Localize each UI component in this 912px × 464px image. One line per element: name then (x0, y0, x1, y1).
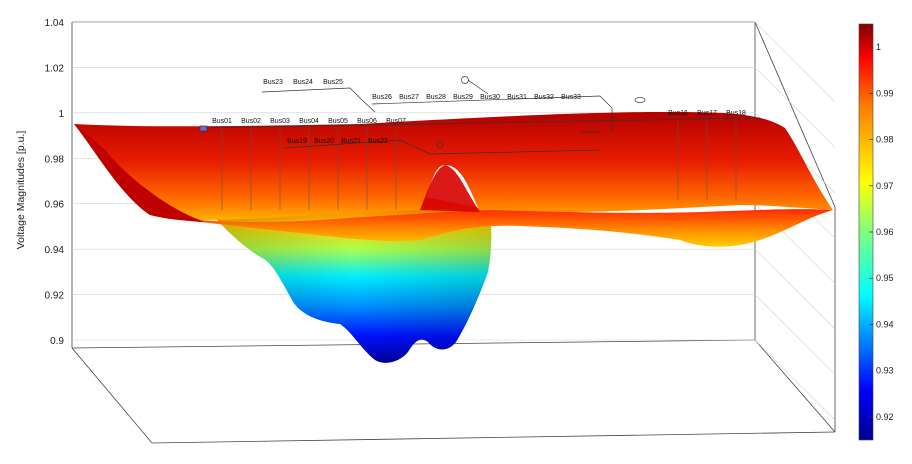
gridline-right (754, 339, 836, 421)
network-diagram (199, 76, 761, 155)
bus-label: Bus03 (270, 118, 290, 125)
gridline-right (754, 294, 836, 375)
gridline-right (754, 248, 836, 330)
substation-icon (199, 125, 208, 132)
z-axis-ticks: 0.9 0.92 0.94 0.96 0.98 1 1.02 1.04 (45, 18, 65, 347)
gridline-right (754, 67, 836, 148)
colorbar-tick-label: 0.95 (876, 273, 894, 283)
z-tick-label: 0.98 (45, 154, 65, 165)
bus-label: Bus01 (212, 118, 232, 125)
z-axis-label: Voltage Magnitudes [p.u.] (15, 131, 27, 250)
colorbar: 1 0.99 0.98 0.97 0.96 0.95 0.94 0.93 0.92 (858, 23, 894, 441)
bus-label: Bus16 (668, 110, 688, 117)
surface-front-sheet (150, 209, 833, 247)
bus-label: Bus33 (561, 94, 581, 101)
bus-label: Bus04 (299, 118, 319, 125)
z-tick-label: 0.96 (45, 200, 65, 211)
colorbar-tick-label: 1 (876, 42, 881, 52)
bus-vertical-lines (221, 119, 737, 210)
z-tick-label: 1 (58, 109, 64, 120)
lateral-a-line (261, 87, 376, 113)
bus-label: Bus19 (287, 138, 307, 145)
bus-label: Bus29 (453, 94, 473, 101)
colorbar-tick-label: 0.94 (876, 319, 894, 329)
colorbar-tick-label: 0.98 (876, 135, 894, 145)
colorbar-ticks: 1 0.99 0.98 0.97 0.96 0.95 0.94 0.93 0.92 (869, 42, 894, 422)
bus-label: Bus24 (293, 79, 313, 86)
bus-label: Bus06 (357, 118, 377, 125)
z-tick-label: 0.9 (50, 336, 64, 347)
voltage-surface (74, 112, 833, 363)
bus-label: Bus26 (372, 94, 392, 101)
bus-label: Bus23 (263, 79, 283, 86)
capacitor-icon (634, 97, 646, 103)
surface-left-edge (74, 124, 205, 222)
surface-back-sheet (74, 112, 833, 220)
bus-label: Bus17 (697, 110, 717, 117)
feeder-main-line (199, 117, 761, 129)
colorbar-tick-label: 0.99 (876, 88, 894, 98)
generator-icon-2 (436, 141, 444, 149)
bus-label: Bus20 (314, 138, 334, 145)
bus-label: Bus07 (386, 118, 406, 125)
bus-label: Bus31 (507, 94, 527, 101)
bus-label: Bus28 (426, 94, 446, 101)
generator-icon (461, 76, 469, 84)
bus-label: Bus27 (399, 94, 419, 101)
colorbar-tick-label: 0.97 (876, 181, 894, 191)
bus-label: Bus21 (341, 138, 361, 145)
z-tick-label: 1.02 (45, 63, 65, 74)
bus-label: Bus30 (480, 94, 500, 101)
colorbar-tick-label: 0.92 (876, 412, 894, 422)
bus-label: Bus18 (726, 110, 746, 117)
bus-label: Bus05 (328, 118, 348, 125)
z-tick-label: 0.94 (45, 245, 65, 256)
surface-peak-ridge (420, 165, 480, 212)
z-tick-label: 1.04 (45, 18, 65, 29)
bus-label: Bus22 (368, 138, 388, 145)
axis-front-bottom (151, 431, 836, 444)
axis-left-diagonal (71, 347, 153, 444)
bus-label: Bus32 (534, 94, 554, 101)
bus-labels: Bus01 Bus02 Bus03 Bus04 Bus05 Bus06 Bus07 Bus16… (212, 79, 746, 145)
axis-top-right-diagonal (754, 21, 836, 208)
generator-tie (467, 79, 489, 95)
axis-bottom-right-diagonal (754, 339, 836, 433)
colorbar-tick-label: 0.93 (876, 366, 894, 376)
lateral-b-line (371, 95, 613, 132)
bus-label: Bus25 (323, 79, 343, 86)
bus-label: Bus02 (241, 118, 261, 125)
z-tick-label: 0.92 (45, 291, 65, 302)
lateral-c-line (284, 139, 601, 155)
gridline-right (754, 21, 836, 103)
colorbar-tick-label: 0.96 (876, 227, 894, 237)
